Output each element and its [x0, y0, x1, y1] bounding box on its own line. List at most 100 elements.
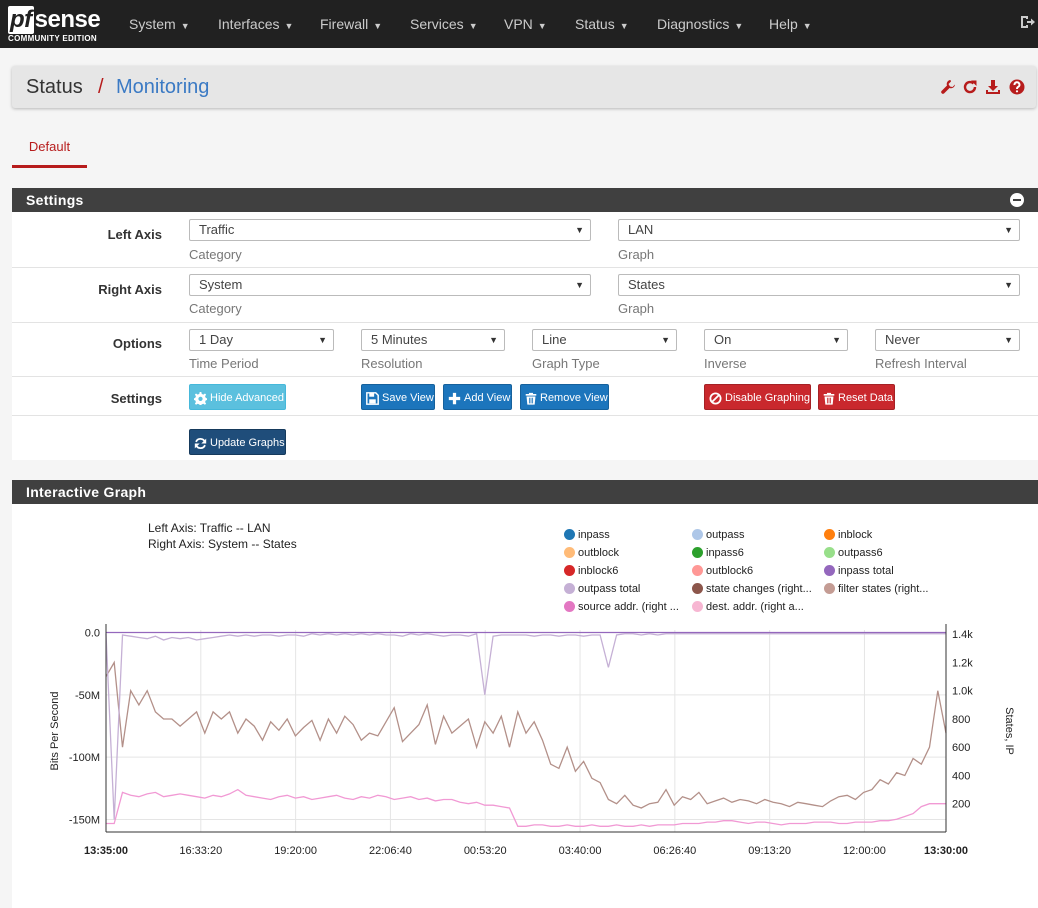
legend-label: outpass [706, 529, 745, 541]
x-tick-label: 09:13:20 [748, 845, 791, 857]
legend-item[interactable]: outpass total [564, 583, 640, 595]
left-axis-label: Left Axis [107, 227, 162, 242]
help-icon[interactable] [1009, 79, 1025, 95]
legend-dot-icon [824, 583, 835, 594]
logo-subtitle: COMMUNITY EDITION [8, 34, 97, 43]
left-axis-graph-hint: Graph [618, 247, 655, 262]
resolution-select[interactable]: 5 Minutes [361, 329, 505, 351]
caret-down-icon: ▼ [373, 21, 383, 31]
nav-diagnostics-label: Diagnostics [657, 16, 730, 32]
time-period-select[interactable]: 1 Day [189, 329, 334, 351]
graph-panel-header: Interactive Graph [12, 480, 1038, 504]
legend-item[interactable]: inpass6 [692, 547, 744, 559]
y2-tick-label: 400 [952, 770, 970, 782]
legend-item[interactable]: dest. addr. (right a... [692, 601, 804, 613]
legend-label: outblock [578, 547, 619, 559]
nav-help[interactable]: Help ▼ [769, 0, 812, 48]
right-axis-info: Right Axis: System -- States [148, 537, 297, 551]
y-axis-title: Bits Per Second [49, 692, 61, 771]
hide-advanced-button[interactable]: Hide Advanced [189, 384, 286, 410]
legend-item[interactable]: inblock [824, 529, 872, 541]
nav-diagnostics[interactable]: Diagnostics ▼ [657, 0, 743, 48]
y2-tick-label: 600 [952, 742, 970, 754]
tab-default[interactable]: Default [12, 132, 87, 168]
nav-interfaces[interactable]: Interfaces ▼ [218, 0, 293, 48]
left-axis-category-select[interactable]: Traffic [189, 219, 591, 241]
legend-item[interactable]: outblock6 [692, 565, 753, 577]
refresh-icon[interactable] [962, 79, 978, 95]
legend-dot-icon [824, 529, 835, 540]
nav-system[interactable]: System ▼ [129, 0, 190, 48]
trash-icon [525, 392, 537, 405]
legend-dot-icon [692, 565, 703, 576]
collapse-minus-icon[interactable] [1010, 193, 1024, 207]
update-graphs-button[interactable]: Update Graphs [189, 429, 286, 455]
x-tick-label: 22:06:40 [369, 845, 412, 857]
graph-type-select[interactable]: Line [532, 329, 677, 351]
right-axis-graph-select[interactable]: States [618, 274, 1020, 296]
page-title[interactable]: Monitoring [116, 76, 210, 98]
save-view-button[interactable]: Save View [361, 384, 435, 410]
nav-vpn-label: VPN [504, 16, 533, 32]
legend-label: state changes (right... [706, 583, 812, 595]
legend-item[interactable]: source addr. (right ... [564, 601, 679, 613]
breadcrumb-section[interactable]: Status [26, 76, 83, 98]
traffic-chart: 0.0 -50M -100M -150M 13:35:00 16:33:20 19:20:0… [49, 624, 1015, 857]
ban-icon [709, 392, 722, 405]
legend-dot-icon [692, 529, 703, 540]
legend-item[interactable]: outpass [692, 529, 745, 541]
left-axis-category-hint: Category [189, 247, 242, 262]
refresh-interval-select[interactable]: Never [875, 329, 1020, 351]
logout-icon[interactable] [1020, 14, 1036, 30]
legend-item[interactable]: outblock [564, 547, 619, 559]
y2-tick-label: 200 [952, 799, 970, 811]
nav-firewall[interactable]: Firewall ▼ [320, 0, 382, 48]
legend-item[interactable]: outpass6 [824, 547, 883, 559]
y2-axis-title: States, IP [1003, 707, 1015, 755]
nav-vpn[interactable]: VPN ▼ [504, 0, 547, 48]
save-icon [366, 391, 379, 405]
legend-label: inpass6 [706, 547, 744, 559]
add-view-label: Add View [464, 392, 511, 405]
right-axis-category-hint: Category [189, 301, 242, 316]
legend-item[interactable]: filter states (right... [824, 583, 928, 595]
breadcrumb-separator: / [98, 76, 104, 98]
remove-view-button[interactable]: Remove View [520, 384, 609, 410]
legend-item[interactable]: state changes (right... [692, 583, 812, 595]
reset-data-button[interactable]: Reset Data [818, 384, 895, 410]
series-line [105, 660, 947, 809]
x-tick-label: 03:40:00 [559, 845, 602, 857]
legend-dot-icon [564, 583, 575, 594]
settings-panel-body: Left Axis Traffic Category LAN Graph Rig… [12, 212, 1038, 460]
nav-services[interactable]: Services ▼ [410, 0, 478, 48]
download-icon[interactable] [985, 79, 1001, 95]
pfsense-logo[interactable]: pf sense COMMUNITY EDITION [8, 6, 104, 44]
inverse-select[interactable]: On [704, 329, 848, 351]
wrench-icon[interactable] [940, 79, 956, 95]
legend-item[interactable]: inpass total [824, 565, 894, 577]
gear-icon [194, 391, 207, 405]
nav-help-label: Help [769, 16, 798, 32]
right-axis-row: Right Axis System Category States Graph [12, 268, 1038, 323]
y2-tick-label: 1.2k [952, 657, 973, 669]
legend-label: source addr. (right ... [578, 601, 679, 613]
caret-down-icon: ▼ [619, 21, 629, 31]
legend-dot-icon [824, 565, 835, 576]
caret-down-icon: ▼ [468, 21, 478, 31]
time-period-hint: Time Period [189, 356, 259, 371]
left-axis-graph-select[interactable]: LAN [618, 219, 1020, 241]
inverse-hint: Inverse [704, 356, 747, 371]
disable-graphing-button[interactable]: Disable Graphing [704, 384, 811, 410]
right-axis-label: Right Axis [98, 282, 162, 297]
right-axis-category-select[interactable]: System [189, 274, 591, 296]
legend-dot-icon [824, 547, 835, 558]
refresh-interval-hint: Refresh Interval [875, 356, 967, 371]
nav-status[interactable]: Status ▼ [575, 0, 629, 48]
legend-item[interactable]: inblock6 [564, 565, 618, 577]
caret-down-icon: ▼ [802, 21, 812, 31]
add-view-button[interactable]: Add View [443, 384, 512, 410]
y2-tick-label: 800 [952, 714, 970, 726]
nav-services-label: Services [410, 16, 464, 32]
legend-item[interactable]: inpass [564, 529, 610, 541]
nav-firewall-label: Firewall [320, 16, 369, 32]
